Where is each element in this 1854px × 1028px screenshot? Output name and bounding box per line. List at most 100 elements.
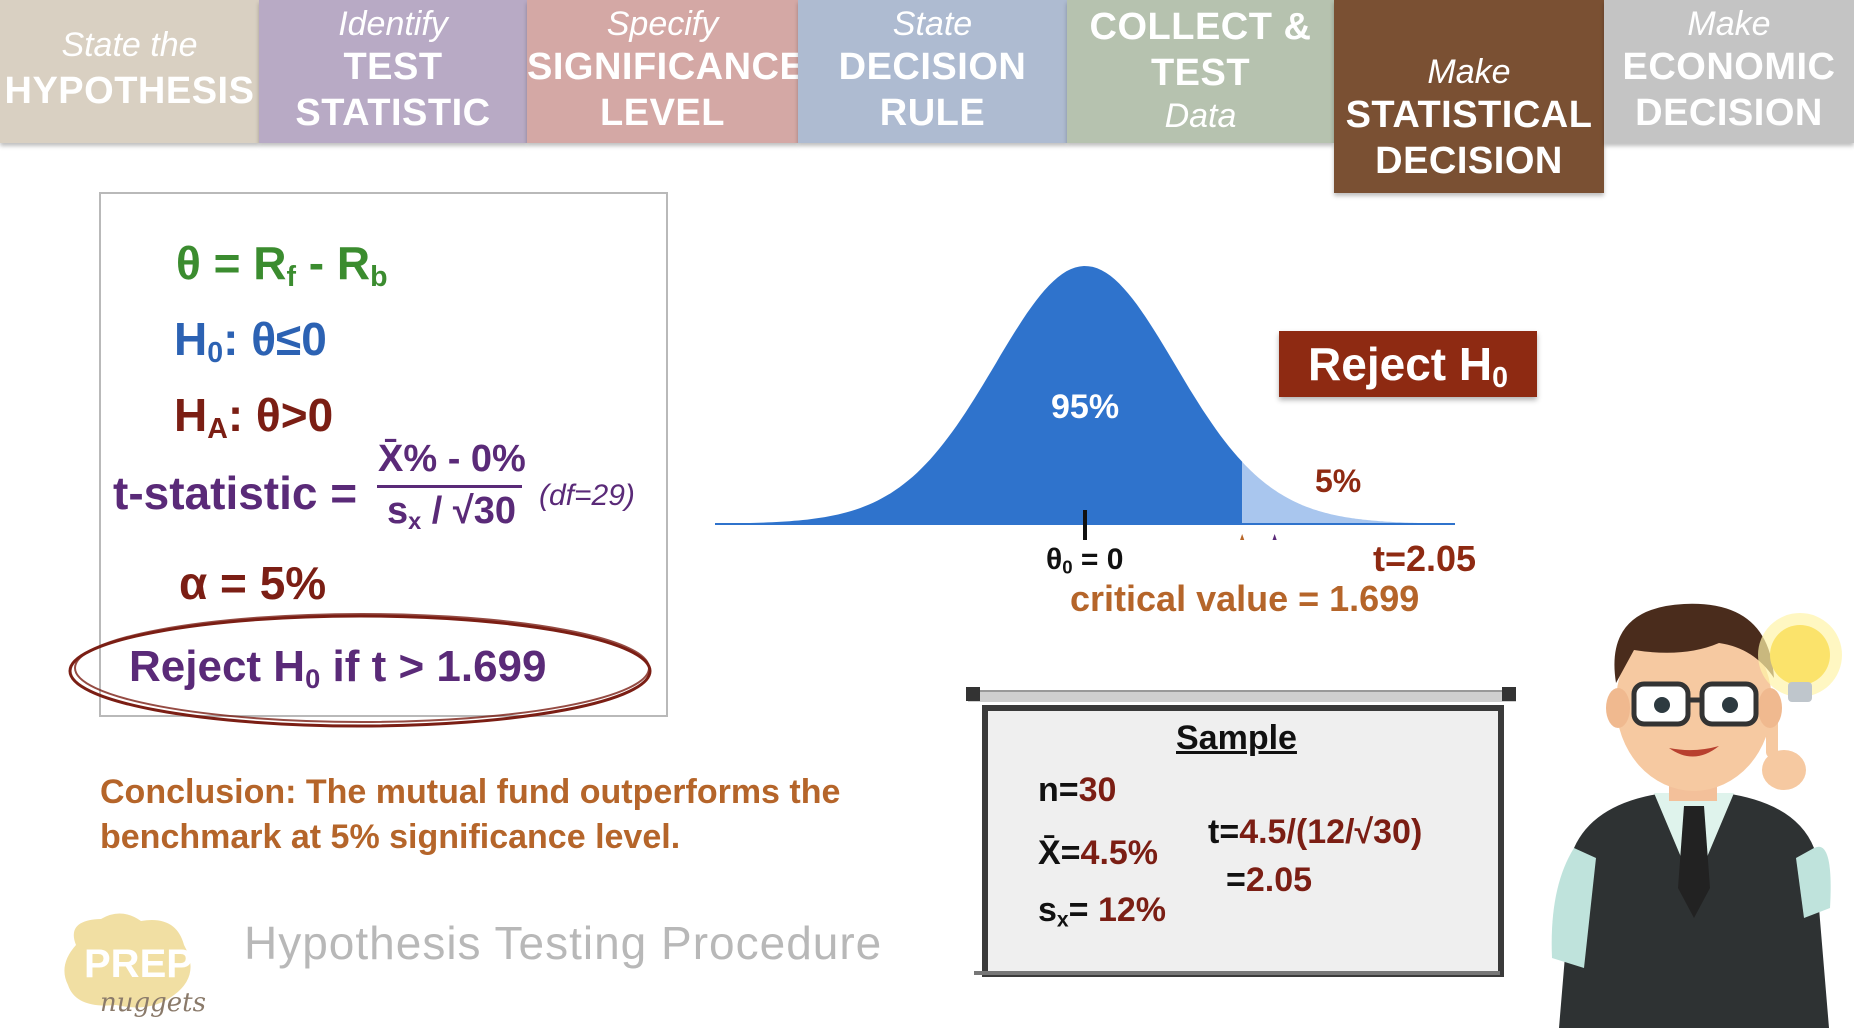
ha-rest: : θ>0: [227, 389, 334, 441]
rule-sub: 0: [305, 662, 321, 694]
null-hypothesis: H0: θ≤0: [174, 312, 327, 370]
sample-board: Sample n=30 X̄=4.5% sx= 12% t=4.5/(12/√3…: [982, 705, 1504, 977]
board-rail-left-cap: [966, 687, 980, 701]
ha-h: H: [174, 389, 208, 441]
step-4-bold2: RULE: [879, 92, 986, 134]
step-3-bold2: LEVEL: [600, 92, 725, 134]
ha-sub: A: [207, 413, 228, 446]
step-1-italic: State the: [61, 26, 198, 64]
critical-value-marker: [1240, 534, 1245, 540]
step-7-bold2: DECISION: [1635, 92, 1823, 134]
board-top-rail: [968, 690, 1516, 702]
step-5-bold2: TEST: [1150, 52, 1251, 94]
theta-sub-f: f: [286, 261, 297, 294]
step-3-italic: Specify: [606, 5, 719, 43]
rule-pre: Reject H: [129, 642, 306, 691]
alternative-hypothesis: HA: θ>0: [174, 388, 333, 446]
sample-sx: sx= 12%: [1038, 891, 1166, 932]
sample-title: Sample: [1176, 719, 1297, 757]
distribution-region-2: [1242, 461, 1455, 524]
t-value-marker: [1272, 534, 1277, 540]
theta-lhs: θ = R: [176, 237, 287, 289]
n-value: 30: [1078, 771, 1117, 809]
tresult-label: =: [1226, 861, 1246, 899]
center-sub: 0: [1062, 556, 1073, 578]
conclusion-text: Conclusion: The mutual fund outperforms …: [100, 773, 841, 856]
lightbulb-icon: [1758, 613, 1842, 702]
sx-value: 12%: [1097, 891, 1167, 929]
prep-nuggets-logo: PREP nuggets: [64, 913, 206, 1018]
step-7-bold: ECONOMIC: [1622, 46, 1836, 88]
sample-n: n=30: [1038, 771, 1116, 810]
step-5-bold: COLLECT &: [1089, 6, 1312, 48]
fraction-bar: [377, 485, 522, 488]
step-state-hypothesis[interactable]: State the HYPOTHESIS: [0, 0, 259, 143]
denom-s: s: [387, 490, 409, 532]
center-eq: = 0: [1072, 543, 1124, 576]
t-statistic-numerator: X̄% - 0%: [378, 438, 526, 480]
denom-rest: / √30: [421, 490, 517, 532]
step-7-italic: Make: [1687, 5, 1771, 43]
step-collect-test-data[interactable]: COLLECT & TEST Data: [1067, 0, 1334, 143]
theta-sub-b: b: [370, 261, 388, 294]
center-label: θ0 = 0: [1046, 543, 1123, 579]
sx-label: s: [1038, 891, 1057, 929]
logo-prep-text: PREP: [84, 942, 193, 986]
t-calculation: t=4.5/(12/√30): [1208, 813, 1422, 852]
step-6-italic: Make: [1427, 53, 1511, 91]
xbar-label: X̄=: [1038, 834, 1081, 872]
step-6-bold: STATISTICAL: [1345, 94, 1593, 136]
alpha-level: α = 5%: [179, 557, 327, 609]
step-5-italic: Data: [1164, 97, 1237, 135]
step-1-bold: HYPOTHESIS: [4, 70, 255, 112]
footer-title: Hypothesis Testing Procedure: [244, 917, 883, 969]
step-4-bold: DECISION: [838, 46, 1027, 88]
sx-sub: x: [1056, 908, 1069, 932]
step-2-bold: TEST: [343, 46, 443, 88]
reject-h0-badge: Reject H0: [1279, 331, 1537, 397]
reject-pre: Reject H: [1308, 338, 1493, 390]
teacher-character-illustration: [1551, 603, 1831, 1028]
t-value-label: t=2.05: [1373, 538, 1477, 579]
t-statistic-label: t-statistic =: [113, 467, 358, 519]
step-identify-test-statistic[interactable]: Identify TEST STATISTIC: [259, 0, 527, 143]
region-label-5: 5%: [1315, 463, 1362, 499]
t-result: =2.05: [1226, 861, 1312, 900]
tresult-value: 2.05: [1245, 861, 1313, 899]
step-4-italic: State: [892, 5, 973, 43]
step-2-italic: Identify: [338, 5, 448, 43]
step-6-bold2: DECISION: [1375, 140, 1563, 182]
critical-value-label: critical value = 1.699: [1070, 578, 1420, 619]
t-distribution-chart: [715, 266, 1455, 540]
decision-rule: Reject H0 if t > 1.699: [129, 642, 546, 695]
theta-mid: - R: [296, 237, 371, 289]
step-state-decision-rule[interactable]: State DECISION RULE: [798, 0, 1067, 143]
h0-h: H: [174, 313, 208, 365]
sample-xbar: X̄=4.5%: [1038, 834, 1158, 873]
h0-rest: : θ≤0: [223, 313, 327, 365]
process-steps-bar: State the HYPOTHESIS Identify TEST STATI…: [0, 0, 1854, 195]
h0-sub: 0: [207, 337, 224, 370]
theta-definition: θ = Rf - Rb: [176, 236, 388, 294]
region-label-95: 95%: [1051, 388, 1120, 426]
n-label: n=: [1038, 771, 1079, 809]
step-specify-significance[interactable]: Specify SIGNIFICANCE LEVEL: [527, 0, 806, 143]
denom-sub: x: [408, 507, 422, 534]
step-3-bold: SIGNIFICANCE: [527, 46, 806, 88]
tcalc-value: 4.5/(12/√30): [1239, 813, 1423, 851]
board-bottom-ledge: [974, 971, 1500, 975]
tcalc-label: t=: [1208, 813, 1240, 851]
t-statistic-denominator: sx / √30: [387, 490, 516, 535]
center-theta: θ: [1046, 543, 1063, 576]
distribution-region-1: [715, 266, 1243, 524]
logo-nuggets-text: nuggets: [100, 988, 206, 1018]
step-make-statistical-decision[interactable]: Make STATISTICAL DECISION: [1334, 0, 1604, 193]
hypothesis-panel: θ = Rf - Rb H0: θ≤0 HA: θ>0 t-statistic …: [99, 192, 668, 717]
xbar-value: 4.5%: [1080, 834, 1159, 872]
degrees-of-freedom: (df=29): [539, 479, 635, 512]
step-make-economic-decision[interactable]: Make ECONOMIC DECISION: [1604, 0, 1854, 143]
rule-post: if t > 1.699: [320, 642, 547, 691]
sx-eq: =: [1068, 891, 1098, 929]
board-rail-right-cap: [1502, 687, 1516, 701]
step-2-bold2: STATISTIC: [295, 92, 491, 134]
